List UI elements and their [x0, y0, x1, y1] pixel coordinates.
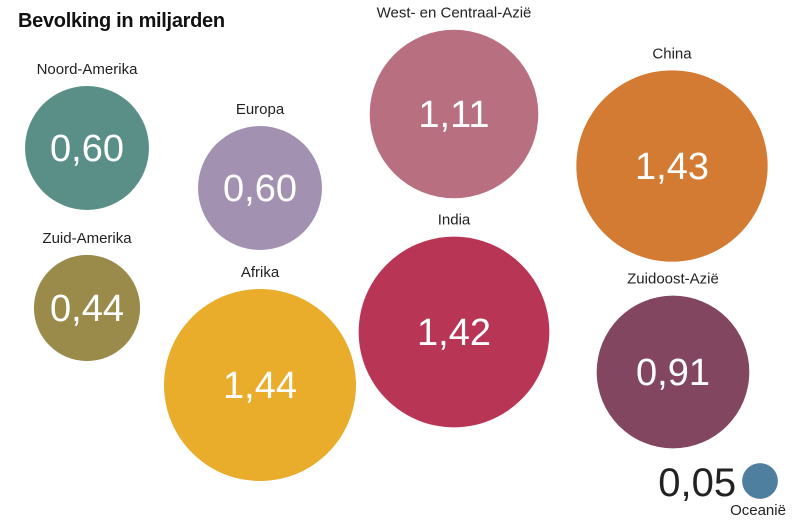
value-label-zuid-amerika: 0,44	[50, 288, 124, 330]
bubble-group-noord-amerika: 0,60 Noord-Amerika	[25, 61, 149, 210]
bubble-group-zuidoost-azi: 0,91 Zuidoost-Azië	[596, 271, 750, 449]
bubble-group-india: 1,42 India	[358, 212, 550, 428]
bubble-oceani	[742, 463, 778, 499]
value-label-zuidoost-azi: 0,91	[636, 352, 710, 394]
bubble-afrika	[164, 289, 356, 481]
region-label-zuid-amerika: Zuid-Amerika	[42, 230, 132, 247]
bubble-noord-amerika	[25, 86, 149, 210]
value-label-noord-amerika: 0,60	[50, 128, 124, 170]
chart-title: Bevolking in miljarden	[18, 10, 225, 32]
bubble-zuid-amerika	[33, 254, 141, 362]
bubble-china	[576, 70, 768, 262]
bubble-group-europa: 0,60 Europa	[198, 101, 322, 250]
region-label-west-en-centraal-azi: West- en Centraal-Azië	[377, 5, 532, 22]
region-label-europa: Europa	[236, 101, 285, 118]
bubble-europa	[198, 126, 322, 250]
value-label-india: 1,42	[417, 312, 491, 354]
bubble-group-west-en-centraal-azi: 1,11 West- en Centraal-Azië	[369, 5, 539, 199]
value-label-oceani: 0,05	[658, 461, 736, 505]
bubble-west-en-centraal-azi	[369, 29, 539, 199]
region-label-oceani: Oceanië	[730, 502, 786, 519]
bubble-zuidoost-azi	[596, 295, 750, 449]
value-label-europa: 0,60	[223, 168, 297, 210]
bubble-group-china: 1,43 China	[576, 45, 768, 262]
region-label-india: India	[438, 212, 471, 229]
region-label-zuidoost-azi: Zuidoost-Azië	[627, 271, 719, 288]
bubble-india	[358, 236, 550, 428]
region-label-afrika: Afrika	[241, 264, 280, 281]
bubble-group-zuid-amerika: 0,44 Zuid-Amerika	[33, 230, 141, 362]
region-label-china: China	[652, 45, 692, 62]
value-label-west-en-centraal-azi: 1,11	[418, 94, 489, 136]
value-label-china: 1,43	[635, 146, 709, 188]
bubble-group-afrika: 1,44 Afrika	[164, 264, 356, 481]
value-label-afrika: 1,44	[223, 365, 297, 407]
region-label-noord-amerika: Noord-Amerika	[37, 61, 139, 78]
